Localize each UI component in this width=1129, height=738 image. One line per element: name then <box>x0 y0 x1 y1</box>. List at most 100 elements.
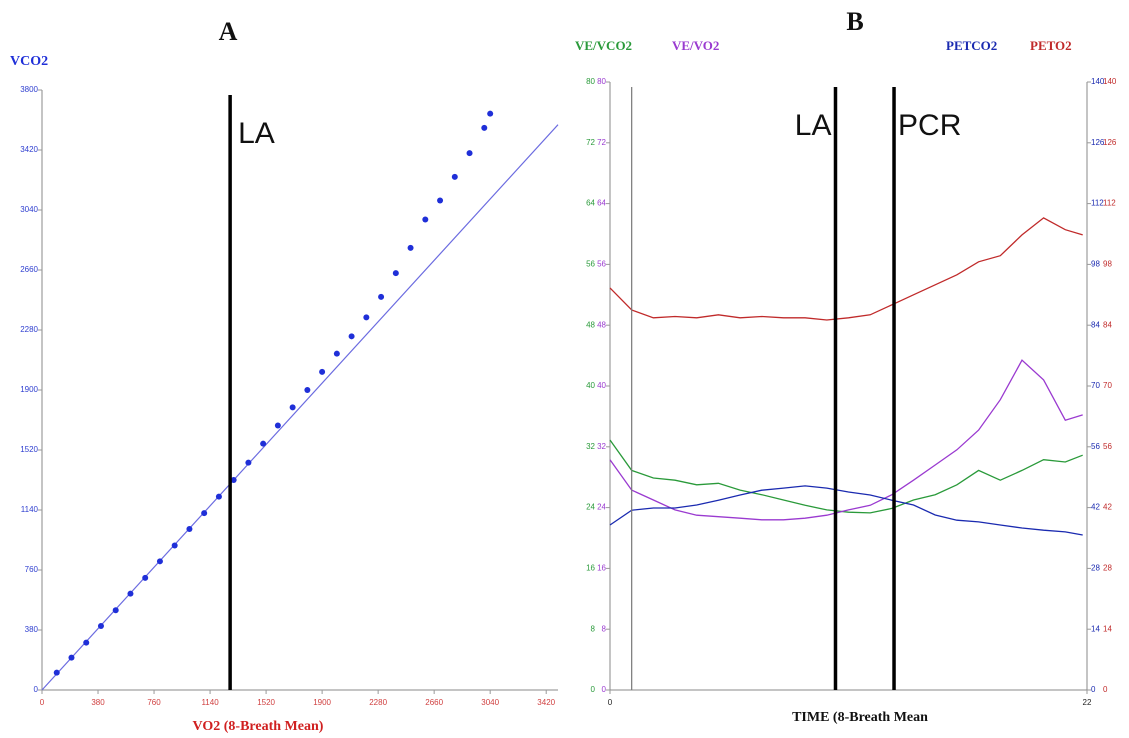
scatter-point <box>437 197 444 204</box>
scatter-point <box>215 493 222 500</box>
scatter-point <box>304 387 311 393</box>
scatter-point <box>142 574 149 581</box>
legend-label: VE/VCO2 <box>575 38 632 53</box>
y2-tick-label: 42 <box>1103 503 1112 512</box>
y2-tick-label: 126 <box>1091 138 1105 147</box>
y-tick-label: 24 <box>597 503 606 512</box>
y2-tick-label: 0 <box>1103 685 1108 694</box>
y-tick-label: 0 <box>602 685 607 694</box>
y-tick-label: 56 <box>597 260 606 269</box>
y-tick-label: 1520 <box>20 445 38 454</box>
x-tick-label: 3420 <box>537 698 555 707</box>
y2-tick-label: 84 <box>1091 320 1100 329</box>
y-tick-label: 32 <box>597 442 606 451</box>
y-tick-label: 1140 <box>21 505 39 514</box>
y-tick-label: 40 <box>597 381 606 390</box>
y-tick-label: 16 <box>597 564 606 573</box>
scatter-point <box>186 525 193 532</box>
y-tick-label: 72 <box>597 138 606 147</box>
y2-tick-label: 56 <box>1103 442 1112 451</box>
y-tick-label: 72 <box>586 138 595 147</box>
scatter-point <box>333 350 340 357</box>
scatter-point <box>83 639 90 646</box>
y2-tick-label: 14 <box>1091 624 1100 633</box>
scatter-point <box>481 124 488 131</box>
y2-tick-label: 28 <box>1103 564 1112 573</box>
y2-tick-label: 112 <box>1103 199 1116 208</box>
scatter-point <box>487 110 494 117</box>
y2-tick-label: 140 <box>1091 77 1105 86</box>
y-tick-label: 56 <box>586 260 595 269</box>
y-tick-label: 0 <box>591 685 596 694</box>
y-tick-label: 2660 <box>20 265 38 274</box>
scatter-point <box>68 654 75 661</box>
y-tick-label: 1900 <box>20 385 38 394</box>
y-tick-label: 32 <box>586 442 595 451</box>
y-tick-label: 0 <box>34 685 39 694</box>
y2-tick-label: 28 <box>1091 564 1100 573</box>
chart-title: B <box>846 7 863 36</box>
x-axis-label: VO2 (8-Breath Mean) <box>193 719 324 734</box>
y2-tick-label: 84 <box>1103 320 1112 329</box>
y2-tick-label: 70 <box>1103 381 1112 390</box>
series-line <box>609 359 1083 521</box>
scatter-point <box>392 270 399 277</box>
y-tick-label: 16 <box>586 564 595 573</box>
y-tick-label: 8 <box>602 624 607 633</box>
x-tick-label: 22 <box>1083 698 1092 707</box>
scatter-point <box>260 440 267 447</box>
y-axis-label: VCO2 <box>10 54 48 69</box>
scatter-point <box>348 333 355 340</box>
marker-label: LA <box>238 117 275 150</box>
x-tick-label: 3040 <box>481 698 499 707</box>
x-tick-label: 1520 <box>257 698 275 707</box>
y2-tick-label: 42 <box>1091 503 1100 512</box>
y2-tick-label: 126 <box>1103 138 1117 147</box>
y-tick-label: 760 <box>25 565 39 574</box>
x-tick-label: 0 <box>40 698 45 707</box>
x-tick-label: 380 <box>91 698 105 707</box>
y-tick-label: 3420 <box>20 145 38 154</box>
x-tick-label: 0 <box>608 698 613 707</box>
y2-tick-label: 112 <box>1091 199 1104 208</box>
scatter-point <box>422 216 429 223</box>
scatter-point <box>407 244 414 251</box>
scatter-point <box>245 459 252 466</box>
y-tick-label: 40 <box>586 381 595 390</box>
legend-label: PETO2 <box>1030 38 1072 53</box>
scatter-point <box>378 293 385 300</box>
scatter-point <box>289 404 296 411</box>
scatter-point <box>127 590 134 597</box>
scatter-point <box>274 422 281 429</box>
y-tick-label: 24 <box>586 503 595 512</box>
scatter-point <box>319 368 326 375</box>
y2-tick-label: 14 <box>1103 624 1112 633</box>
x-tick-label: 2280 <box>369 698 387 707</box>
legend-label: PETCO2 <box>946 38 997 53</box>
scatter-point <box>451 173 458 180</box>
scatter-point <box>112 607 119 614</box>
marker-label: LA <box>795 109 832 142</box>
y-tick-label: 80 <box>586 77 595 86</box>
scatter-point <box>363 314 370 321</box>
x-tick-label: 1900 <box>313 698 331 707</box>
series-line <box>609 485 1083 536</box>
scatter-point <box>97 623 104 630</box>
chart-title: A <box>219 17 238 46</box>
series-line <box>609 439 1083 514</box>
y2-tick-label: 140 <box>1103 77 1117 86</box>
y-tick-label: 64 <box>586 199 595 208</box>
y-tick-label: 2280 <box>20 325 38 334</box>
y-tick-label: 48 <box>597 320 606 329</box>
y2-tick-label: 98 <box>1091 260 1100 269</box>
marker-label: PCR <box>898 109 961 142</box>
x-axis-label: TIME (8-Breath Mean <box>792 710 928 725</box>
x-tick-label: 1140 <box>201 698 219 707</box>
scatter-point <box>53 669 60 676</box>
scatter-point <box>171 542 178 549</box>
scatter-point <box>230 477 237 483</box>
reference-line <box>41 124 559 691</box>
y2-tick-label: 70 <box>1091 381 1100 390</box>
